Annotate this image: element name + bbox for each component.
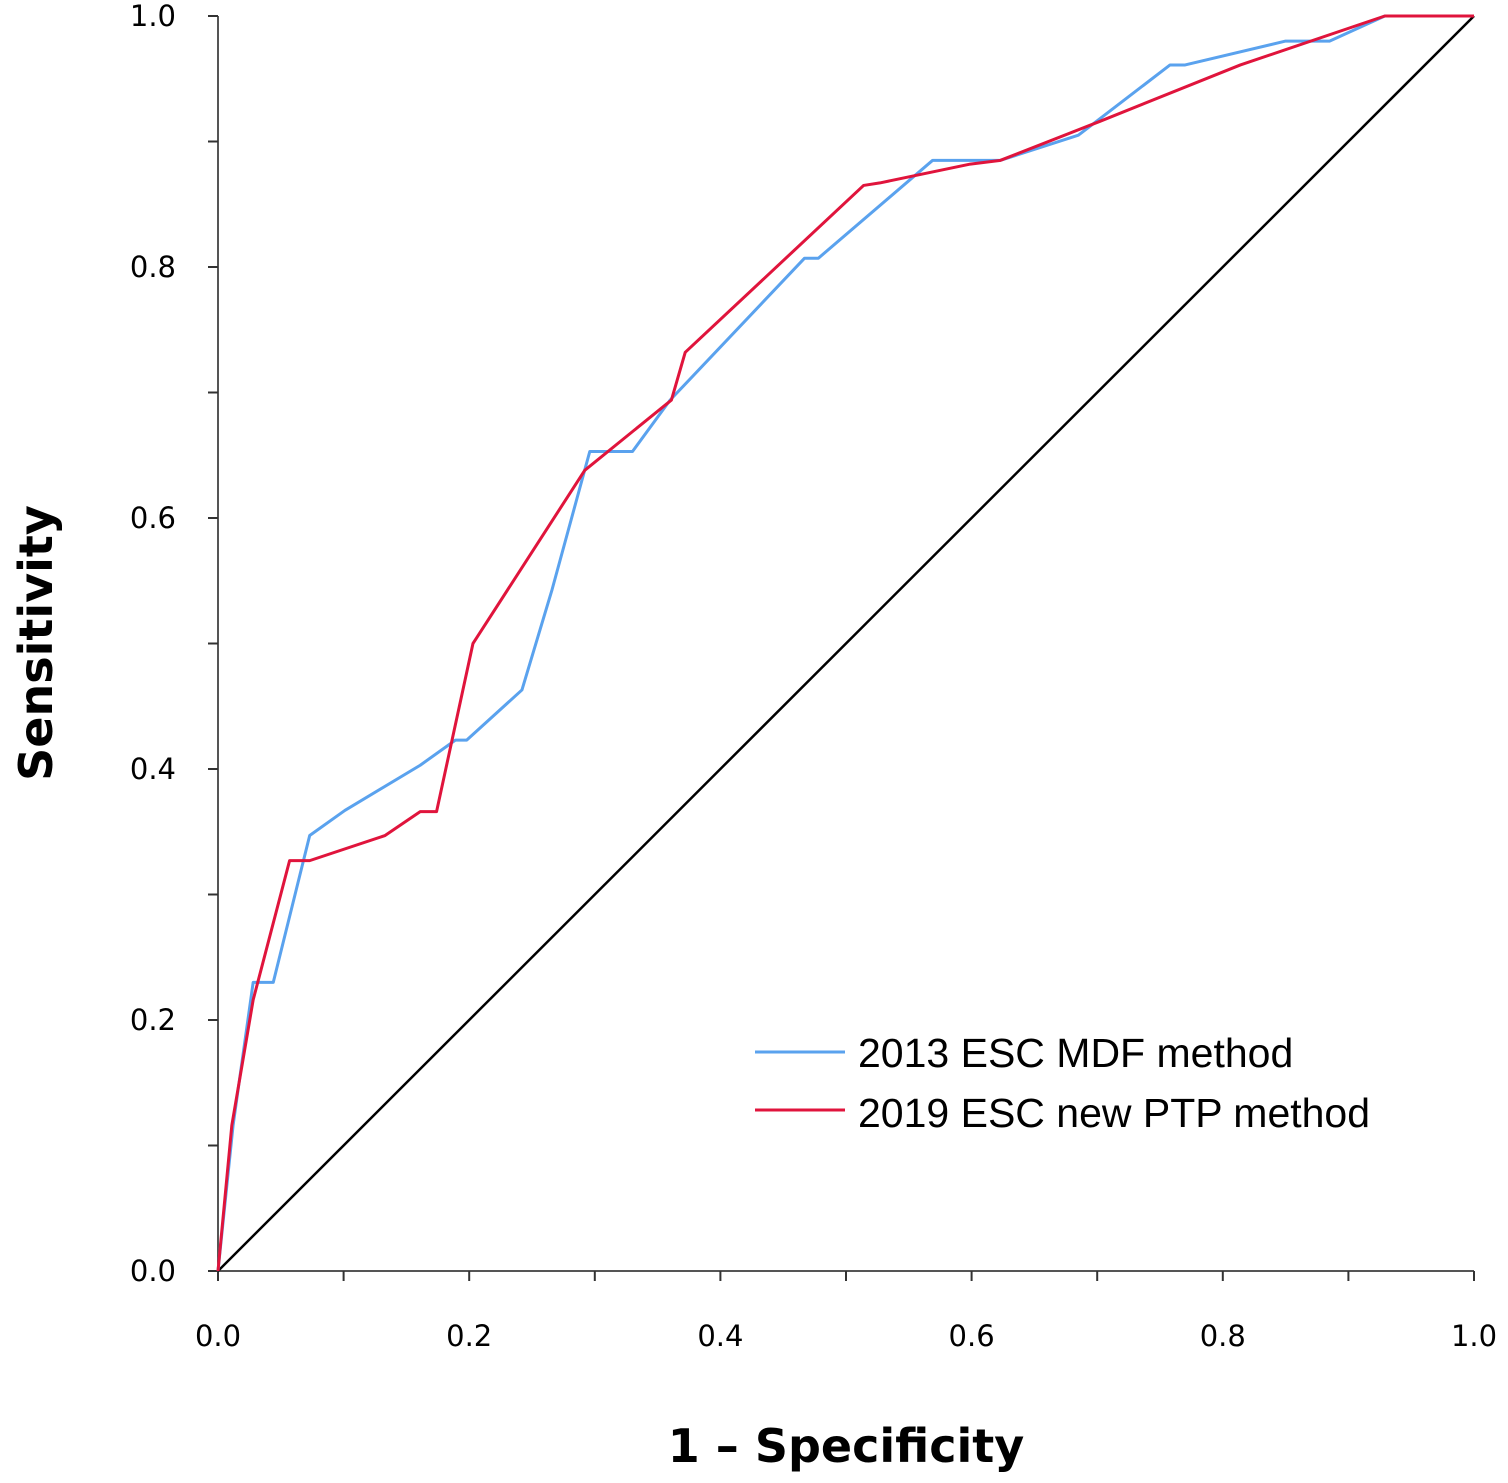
y-axis-title: Sensitivity [9, 505, 63, 781]
series-lines [216, 14, 1475, 1272]
x-tick-label: 0.8 [1200, 1319, 1246, 1353]
y-tick-label: 0.8 [130, 250, 176, 284]
reference-diagonal-line [217, 15, 1475, 1272]
x-tick-label: 1.0 [1451, 1319, 1497, 1353]
x-tick-label: 0.6 [949, 1319, 995, 1353]
x-tick-label: 0.2 [446, 1319, 492, 1353]
x-tick-label: 0.0 [195, 1319, 241, 1353]
axes: 0.0 0.2 0.4 0.6 0.8 1.0 0.0 0.2 0.4 0.6 0.8 1.0 [130, 0, 1497, 1353]
series-line-1 [216, 14, 1474, 1272]
y-tick-label: 0.6 [130, 501, 176, 535]
y-tick-label: 0.0 [130, 1254, 176, 1288]
x-tick-label: 0.4 [697, 1319, 743, 1353]
series-line-0 [216, 14, 1474, 1272]
y-tick-label: 1.0 [130, 0, 176, 33]
y-tick-label: 0.2 [130, 1003, 176, 1037]
y-tick-label: 0.4 [130, 752, 176, 786]
legend: 2013 ESC MDF method 2019 ESC new PTP met… [755, 1030, 1370, 1136]
legend-label-2013: 2013 ESC MDF method [858, 1030, 1293, 1076]
legend-label-2019: 2019 ESC new PTP method [858, 1090, 1370, 1136]
x-axis-title: 1 – Specificity [668, 1419, 1024, 1473]
